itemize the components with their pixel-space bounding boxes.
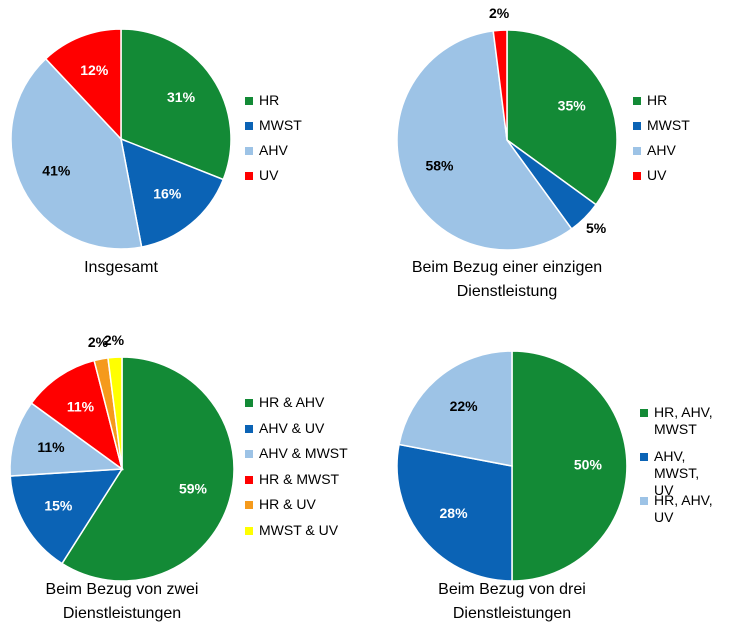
legend-swatch — [640, 497, 648, 505]
legend-item: HR, AHV, MWST — [640, 404, 720, 438]
pie-slice — [506, 29, 618, 206]
data-label: 2% — [489, 5, 510, 21]
legend-label: AHV, MWST, UV — [654, 448, 700, 498]
legend-item: AHV & UV — [245, 420, 375, 437]
legend-item: HR & AHV — [245, 394, 375, 411]
legend-item: AHV — [245, 142, 335, 159]
data-label: 2% — [88, 334, 109, 350]
legend-label: AHV — [647, 142, 676, 158]
legend-label: HR & AHV — [259, 394, 325, 410]
pie-slice — [120, 28, 232, 181]
legend-item: AHV — [633, 142, 723, 159]
legend-label: UV — [647, 167, 667, 183]
legend-label: MWST — [259, 117, 302, 133]
legend-swatch — [640, 409, 648, 417]
pie-slice — [398, 350, 513, 467]
pie-slice — [44, 28, 122, 141]
data-label: 58% — [425, 157, 454, 173]
data-label: 2% — [104, 332, 125, 348]
legend-item: MWST — [245, 117, 335, 134]
legend-item: AHV & MWST — [245, 445, 375, 462]
legend-item: HR & UV — [245, 496, 375, 513]
legend-item: MWST & UV — [245, 522, 375, 539]
legend-item: HR — [245, 92, 335, 109]
chart-title: Beim Bezug von zwei Dienstleistungen — [45, 581, 199, 622]
legend-label: HR — [259, 92, 280, 108]
legend-item: AHV, MWST, UV — [640, 448, 720, 499]
pie-slice — [9, 468, 124, 565]
data-label: 22% — [450, 398, 479, 414]
legend-label: HR & UV — [259, 496, 316, 512]
pie-slice — [9, 402, 125, 477]
legend-label: HR — [647, 92, 668, 108]
data-label: 59% — [179, 480, 208, 496]
legend-item: HR — [633, 92, 723, 109]
pie-slice — [60, 356, 235, 582]
legend-swatch — [633, 147, 641, 155]
legend-item: UV — [245, 167, 335, 184]
data-label: 12% — [80, 62, 109, 78]
pie-slice — [10, 57, 143, 250]
chart-title: Insgesamt — [84, 259, 158, 276]
legend-swatch — [245, 526, 253, 535]
legend-item: HR & MWST — [245, 471, 375, 488]
legend-swatch — [245, 97, 253, 105]
legend-label: UV — [259, 167, 279, 183]
data-label: 28% — [440, 505, 469, 521]
pie-slice — [30, 359, 124, 471]
legend-swatch — [633, 172, 641, 180]
data-label: 11% — [67, 399, 95, 415]
pie-slice — [120, 137, 225, 248]
pie-slice — [396, 443, 513, 582]
legend-swatch — [245, 501, 253, 509]
pie-slice — [492, 29, 508, 141]
data-label: 5% — [586, 220, 607, 236]
pie-slice — [511, 350, 628, 582]
legend-label: AHV & MWST — [259, 445, 348, 461]
chart-title: Beim Bezug von drei Dienstleistungen — [438, 581, 586, 622]
legend-item: MWST — [633, 117, 723, 134]
legend-label: HR, AHV, UV — [654, 492, 713, 525]
legend-label: MWST — [647, 117, 690, 133]
legend-swatch — [245, 475, 253, 484]
pie-slice — [107, 356, 123, 470]
data-label: 35% — [558, 98, 587, 114]
legend-item: HR, AHV, UV — [640, 492, 720, 526]
legend-label: HR & MWST — [259, 470, 340, 487]
legend-swatch — [633, 97, 641, 105]
legend-swatch — [633, 122, 641, 130]
legend-item: UV — [633, 167, 723, 184]
legend-swatch — [245, 147, 253, 155]
legend-label: AHV — [259, 142, 288, 158]
data-label: 16% — [153, 186, 182, 202]
data-label: 31% — [167, 89, 196, 105]
data-label: 11% — [37, 439, 65, 455]
legend-label: AHV & UV — [259, 419, 325, 436]
legend-swatch — [245, 122, 253, 130]
legend-swatch — [245, 424, 253, 433]
legend-swatch — [245, 399, 253, 407]
legend-swatch — [245, 450, 253, 458]
legend-label: MWST & UV — [259, 521, 339, 538]
legend-swatch — [640, 453, 648, 461]
data-label: 15% — [44, 497, 73, 513]
pie-slice — [396, 30, 573, 251]
data-label: 50% — [574, 457, 603, 473]
data-label: 41% — [42, 163, 71, 179]
chart-title: Beim Bezug einer einzigen Dienstleistung — [411, 259, 603, 300]
legend-label: HR, AHV, MWST — [654, 404, 713, 437]
legend-swatch — [245, 172, 253, 180]
